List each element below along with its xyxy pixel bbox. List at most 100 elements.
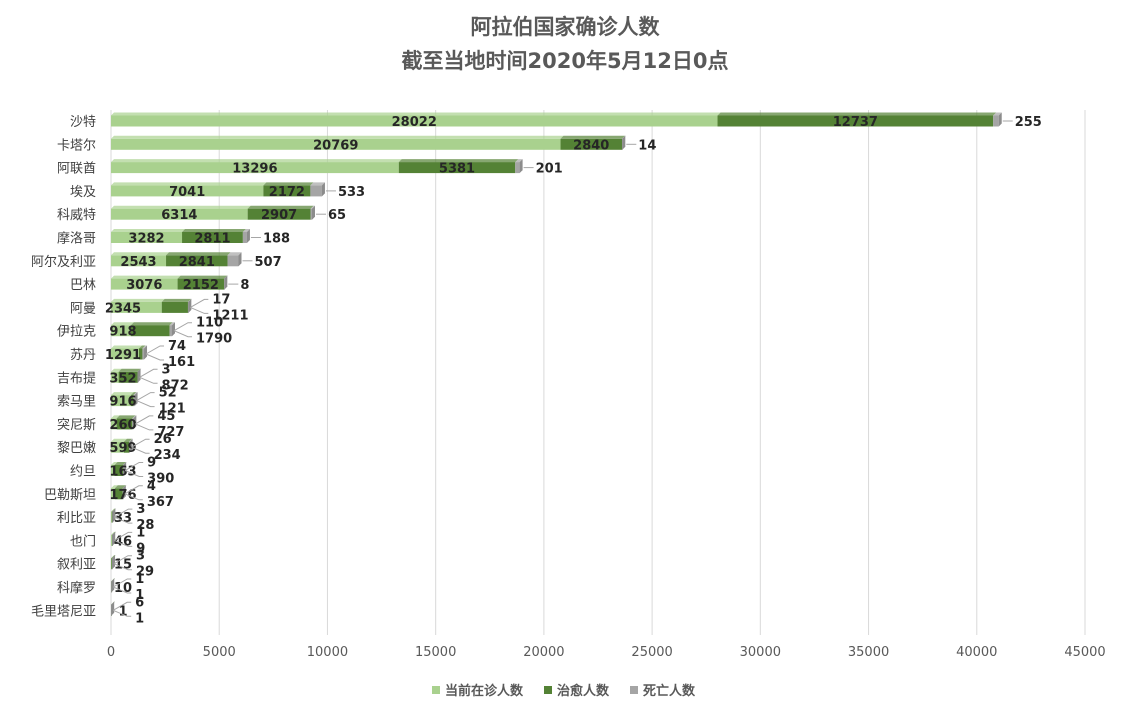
- bar-top-face: [310, 182, 325, 186]
- bar-top-face: [177, 275, 228, 279]
- bar-top-face: [111, 159, 402, 163]
- bar-end-face: [112, 555, 116, 570]
- bar-segment: [111, 232, 183, 243]
- data-label: 2811: [194, 232, 230, 247]
- leader-line: [139, 368, 158, 378]
- bar-end-face: [134, 392, 138, 407]
- chart-title: 阿拉伯国家确诊人数: [470, 15, 660, 39]
- data-label: 188: [263, 232, 290, 247]
- bar-segment: [129, 441, 130, 453]
- bar-top-face: [111, 392, 134, 396]
- bar-top-face: [118, 368, 141, 372]
- bar-segment: [114, 488, 123, 500]
- x-tick-label: 0: [107, 645, 115, 660]
- bar-top-face: [111, 135, 564, 139]
- bar-segment: [111, 185, 264, 197]
- leader-line: [124, 485, 143, 495]
- bar-end-face: [129, 438, 133, 453]
- bar-end-face: [171, 322, 175, 337]
- bar-segment: [111, 441, 124, 453]
- bar-end-face: [122, 485, 126, 500]
- data-label: 3282: [128, 232, 164, 247]
- bar-segment: [247, 208, 311, 220]
- bar-top-face: [132, 415, 137, 419]
- category-label: 巴林: [70, 278, 96, 293]
- leader-line: [190, 306, 209, 314]
- data-label: 2152: [183, 278, 219, 293]
- bar-segment: [169, 325, 172, 337]
- bar-top-face: [133, 392, 138, 396]
- data-label: 17: [212, 292, 230, 307]
- leader-line: [114, 516, 133, 524]
- bar-segment: [133, 395, 135, 407]
- bar-segment: [263, 185, 311, 197]
- bar-segment: [118, 371, 138, 383]
- bar-segment: [993, 115, 999, 127]
- leader-line: [113, 555, 133, 565]
- category-label: 卡塔尔: [57, 138, 96, 153]
- bar-end-face: [137, 368, 141, 383]
- category-label: 也门: [70, 534, 96, 549]
- data-label: 201: [536, 162, 563, 177]
- bar-top-face: [398, 159, 519, 163]
- data-label: 1790: [196, 332, 232, 347]
- data-label: 352: [109, 371, 136, 386]
- bar-top-face: [130, 392, 137, 396]
- bar-end-face: [311, 205, 315, 220]
- category-label: 毛里塔尼亚: [31, 604, 96, 619]
- bar-top-face: [111, 485, 118, 489]
- category-label: 突尼斯: [57, 417, 96, 433]
- bar-top-face: [111, 508, 115, 512]
- bar-end-face: [111, 601, 115, 616]
- bar-segment: [111, 115, 718, 127]
- bar-top-face: [166, 252, 231, 256]
- bar-segment: [177, 278, 225, 290]
- data-label: 1: [135, 572, 144, 587]
- bar-segment: [114, 465, 123, 476]
- data-label: 918: [109, 325, 136, 340]
- bar-segment: [111, 301, 162, 313]
- data-label: 26: [154, 432, 172, 447]
- data-label: 3076: [126, 278, 162, 293]
- bar-end-face: [246, 229, 250, 243]
- data-label: 110: [196, 316, 223, 331]
- category-label: 叙利亚: [57, 558, 96, 573]
- x-tick-label: 20000: [523, 645, 564, 660]
- legend-label: 死亡人数: [643, 683, 696, 699]
- bar-end-face: [321, 182, 325, 197]
- bar-end-face: [998, 112, 1002, 127]
- data-label: 367: [147, 495, 174, 510]
- bar-top-face: [111, 229, 186, 232]
- bar-top-face: [161, 298, 191, 302]
- data-label: 234: [154, 448, 181, 463]
- leader-line: [114, 508, 133, 518]
- bar-segment: [111, 511, 113, 523]
- data-label: 727: [157, 425, 184, 440]
- data-label: 74: [168, 339, 186, 354]
- data-label: 3: [136, 549, 145, 564]
- data-label: 533: [338, 185, 365, 200]
- leader-line: [113, 531, 133, 541]
- data-label: 12737: [833, 115, 878, 130]
- bar-segment: [242, 232, 247, 243]
- category-label: 摩洛哥: [57, 231, 96, 247]
- category-label: 吉布提: [57, 370, 96, 386]
- bar-end-face: [224, 275, 228, 290]
- data-label: 28: [136, 518, 154, 533]
- data-label: 4: [147, 479, 156, 494]
- bar-top-face: [111, 322, 134, 326]
- bar-top-face: [182, 229, 246, 232]
- leader-line: [136, 392, 155, 402]
- bar-top-face: [123, 438, 133, 442]
- category-label: 科摩罗: [57, 580, 96, 596]
- leader-line: [124, 470, 144, 477]
- data-label: 2543: [120, 255, 156, 270]
- x-tick-label: 5000: [203, 645, 236, 660]
- bar-top-face: [114, 462, 126, 465]
- data-label: 260: [109, 418, 136, 433]
- bar-top-face: [169, 322, 175, 326]
- category-label: 阿曼: [70, 301, 96, 316]
- category-label: 利比亚: [57, 511, 96, 526]
- data-label: 390: [147, 472, 174, 487]
